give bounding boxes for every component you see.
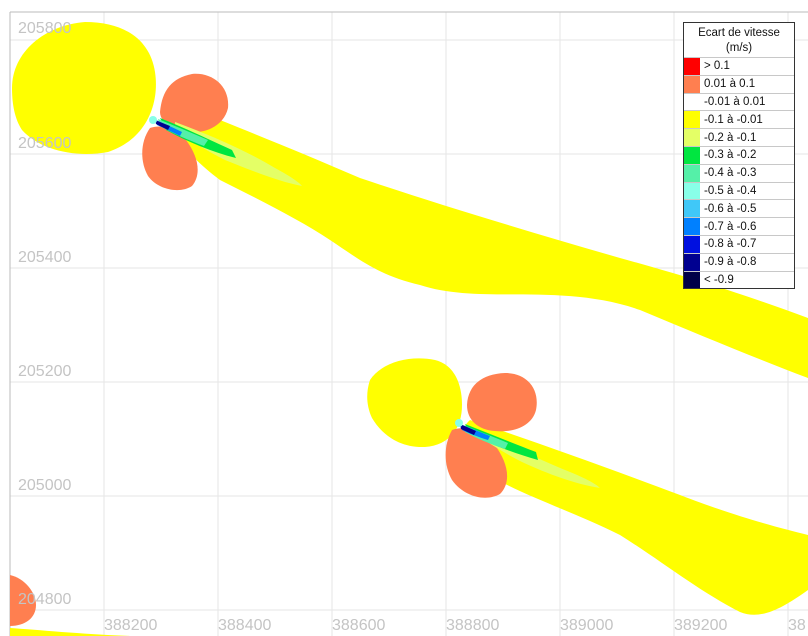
turbine-marker-upper xyxy=(149,116,157,124)
y-tick-label: 205000 xyxy=(18,477,71,494)
wake-core-lower-navy xyxy=(460,424,476,435)
legend-label: 0.01 à 0.1 xyxy=(704,78,756,91)
orange-lobe-lower-bottom xyxy=(445,428,508,498)
orange-lobe-upper-bottom xyxy=(142,126,198,191)
wake-core-upper-navy xyxy=(155,120,170,130)
legend-swatch xyxy=(684,75,700,93)
legend-swatch xyxy=(684,111,700,129)
legend-swatch xyxy=(684,253,700,271)
legend-swatch xyxy=(684,235,700,253)
legend-unit: (m/s) xyxy=(725,42,753,54)
x-tick-label: 389000 xyxy=(560,617,613,634)
legend-label: -0.1 à -0.01 xyxy=(704,113,763,126)
legend-entry: -0.6 à -0.5 xyxy=(684,199,794,218)
wake-core-upper-teal xyxy=(158,119,208,146)
tick-labels: 205800 205600 205400 205200 205000 20480… xyxy=(18,20,806,634)
yellow-disc-upper xyxy=(12,22,156,154)
x-tick-label: 388400 xyxy=(218,617,271,634)
legend-label: -0.01 à 0.01 xyxy=(704,95,766,108)
legend-swatch xyxy=(684,200,700,218)
legend-entry: -0.1 à -0.01 xyxy=(684,110,794,129)
yellow-disc-lower xyxy=(367,358,462,448)
legend-swatch xyxy=(684,58,700,75)
legend-swatch xyxy=(684,182,700,200)
legend-label: -0.4 à -0.3 xyxy=(704,167,757,180)
legend-title: Ecart de vitesse xyxy=(698,27,780,39)
y-tick-label: 205400 xyxy=(18,249,71,266)
legend-entry: 0.01 à 0.1 xyxy=(684,74,794,93)
legend-swatch xyxy=(684,129,700,146)
orange-patch-bottom-left xyxy=(10,575,36,626)
legend-entry: -0.2 à -0.1 xyxy=(684,128,794,146)
legend-label: -0.3 à -0.2 xyxy=(704,149,757,162)
wake-band-upper xyxy=(172,108,808,378)
legend-entry: -0.9 à -0.8 xyxy=(684,252,794,271)
x-tick-label: 388200 xyxy=(104,617,157,634)
x-tick-label: 389200 xyxy=(674,617,727,634)
legend-entry: -0.3 à -0.2 xyxy=(684,145,794,164)
legend-swatch xyxy=(684,146,700,164)
yellow-strip-bottom-left xyxy=(10,628,130,636)
wake-core-upper-light xyxy=(175,122,302,186)
x-tick-label: 388600 xyxy=(332,617,385,634)
orange-lobe-upper-top xyxy=(160,73,229,133)
turbine-marker-lower xyxy=(455,419,463,427)
legend: Ecart de vitesse (m/s) > 0.1 0.01 à 0.1 -0… xyxy=(683,22,795,290)
legend-entry: < -0.9 xyxy=(684,270,794,289)
legend-label: -0.8 à -0.7 xyxy=(704,238,757,251)
y-tick-label: 205200 xyxy=(18,363,71,380)
legend-label: -0.9 à -0.8 xyxy=(704,256,757,269)
legend-label: < -0.9 xyxy=(704,273,734,286)
legend-entry: -0.01 à 0.01 xyxy=(684,92,794,111)
legend-entry: -0.4 à -0.3 xyxy=(684,163,794,182)
legend-swatch xyxy=(684,271,700,289)
orange-lobe-lower-top xyxy=(467,373,537,432)
legend-entry: -0.7 à -0.6 xyxy=(684,217,794,235)
legend-label: -0.2 à -0.1 xyxy=(704,131,757,144)
y-tick-label: 205600 xyxy=(18,135,71,152)
legend-swatch xyxy=(684,164,700,182)
legend-label: -0.5 à -0.4 xyxy=(704,184,757,197)
legend-entry: > 0.1 xyxy=(684,57,794,75)
legend-swatch xyxy=(684,218,700,235)
legend-label: -0.6 à -0.5 xyxy=(704,202,757,215)
legend-label: -0.7 à -0.6 xyxy=(704,220,757,233)
x-tick-label: 38 xyxy=(788,617,806,634)
legend-entry: -0.5 à -0.4 xyxy=(684,181,794,200)
legend-swatch xyxy=(684,93,700,111)
legend-entries: > 0.1 0.01 à 0.1 -0.01 à 0.01 -0.1 à -0.01 -… xyxy=(684,57,794,289)
x-tick-label: 388800 xyxy=(446,617,499,634)
legend-label: > 0.1 xyxy=(704,60,730,73)
y-tick-label: 205800 xyxy=(18,20,71,37)
legend-entry: -0.8 à -0.7 xyxy=(684,234,794,253)
y-tick-label: 204800 xyxy=(18,591,71,608)
